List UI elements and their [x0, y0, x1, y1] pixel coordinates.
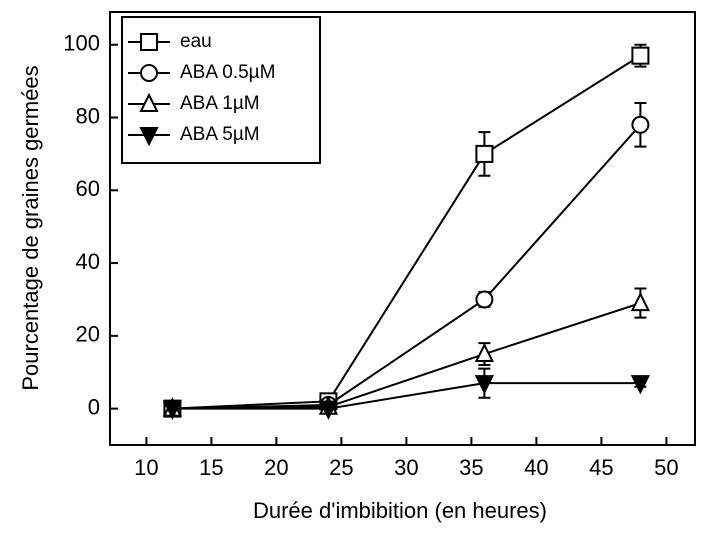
data-point — [475, 290, 494, 309]
x-tick-label: 50 — [654, 455, 678, 480]
y-tick-label: 40 — [76, 249, 100, 274]
legend-label: ABA 1µM — [180, 93, 260, 114]
x-tick-label: 35 — [459, 455, 483, 480]
data-point — [630, 375, 651, 395]
legend-box — [121, 16, 321, 164]
x-tick-label: 45 — [589, 455, 613, 480]
y-tick-label: 0 — [88, 394, 100, 419]
legend-label: ABA 0.5µM — [180, 62, 275, 83]
data-point — [630, 291, 651, 312]
series-line — [172, 54, 641, 410]
legend-marker — [139, 127, 159, 147]
legend-label: ABA 5µM — [180, 124, 260, 145]
y-tick-label: 60 — [76, 176, 100, 201]
legend-marker — [140, 33, 158, 51]
x-tick-label: 20 — [264, 455, 288, 480]
x-tick-label: 40 — [524, 455, 548, 480]
data-point — [474, 342, 495, 363]
y-tick-label: 80 — [76, 103, 100, 128]
legend-marker — [140, 64, 158, 82]
x-tick-label: 30 — [394, 455, 418, 480]
data-point — [631, 46, 650, 65]
x-tick-label: 10 — [134, 455, 158, 480]
data-point — [631, 115, 650, 134]
series-line — [172, 382, 641, 410]
data-point — [475, 144, 494, 163]
x-tick-label: 15 — [199, 455, 223, 480]
x-tick-label: 25 — [329, 455, 353, 480]
y-axis-label: Pourcentage de graines germées — [18, 65, 43, 390]
data-point — [318, 400, 339, 420]
data-point — [162, 400, 183, 420]
legend-marker — [139, 92, 159, 112]
legend-label: eau — [180, 31, 212, 52]
series-line — [172, 302, 641, 410]
x-axis-label: Durée d'imbibition (en heures) — [253, 498, 547, 523]
data-point — [474, 375, 495, 395]
y-tick-label: 20 — [76, 322, 100, 347]
plot-frame — [109, 11, 696, 446]
series-line — [172, 124, 642, 410]
y-tick-label: 100 — [63, 31, 100, 56]
